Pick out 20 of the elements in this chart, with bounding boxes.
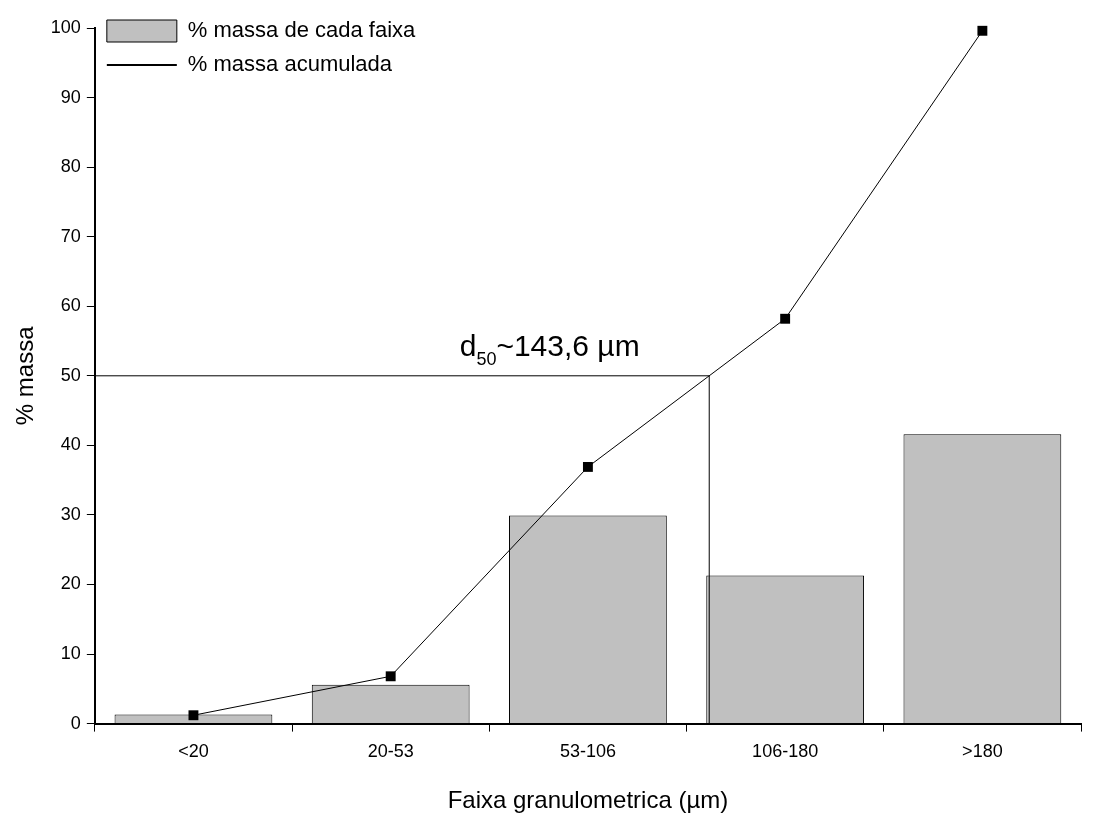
x-tick-label: 20-53: [367, 741, 414, 762]
y-tick-label: 80: [60, 156, 81, 177]
y-tick-label: 60: [60, 295, 81, 316]
y-tick-label: 0: [70, 712, 81, 733]
y-tick-label: 50: [60, 364, 81, 385]
x-tick-label: 53-106: [559, 741, 616, 762]
y-tick-label: 20: [60, 573, 81, 594]
y-tick-label: 90: [60, 86, 81, 107]
legend-label: % massa de cada faixa: [187, 17, 417, 43]
y-tick-label: 70: [60, 225, 81, 246]
x-tick-label: <20: [178, 741, 209, 762]
y-tick-label: 100: [50, 16, 81, 37]
x-tick-label: >180: [962, 741, 1003, 762]
legend-label: % massa acumulada: [187, 51, 393, 77]
y-tick-label: 30: [60, 503, 81, 524]
x-axis-title: Faixa granulometrica (µm): [447, 786, 729, 814]
y-axis-title: % massa: [11, 325, 39, 426]
y-tick-label: 10: [60, 643, 81, 664]
x-tick-label: 106-180: [752, 741, 819, 762]
y-tick-label: 40: [60, 434, 81, 455]
